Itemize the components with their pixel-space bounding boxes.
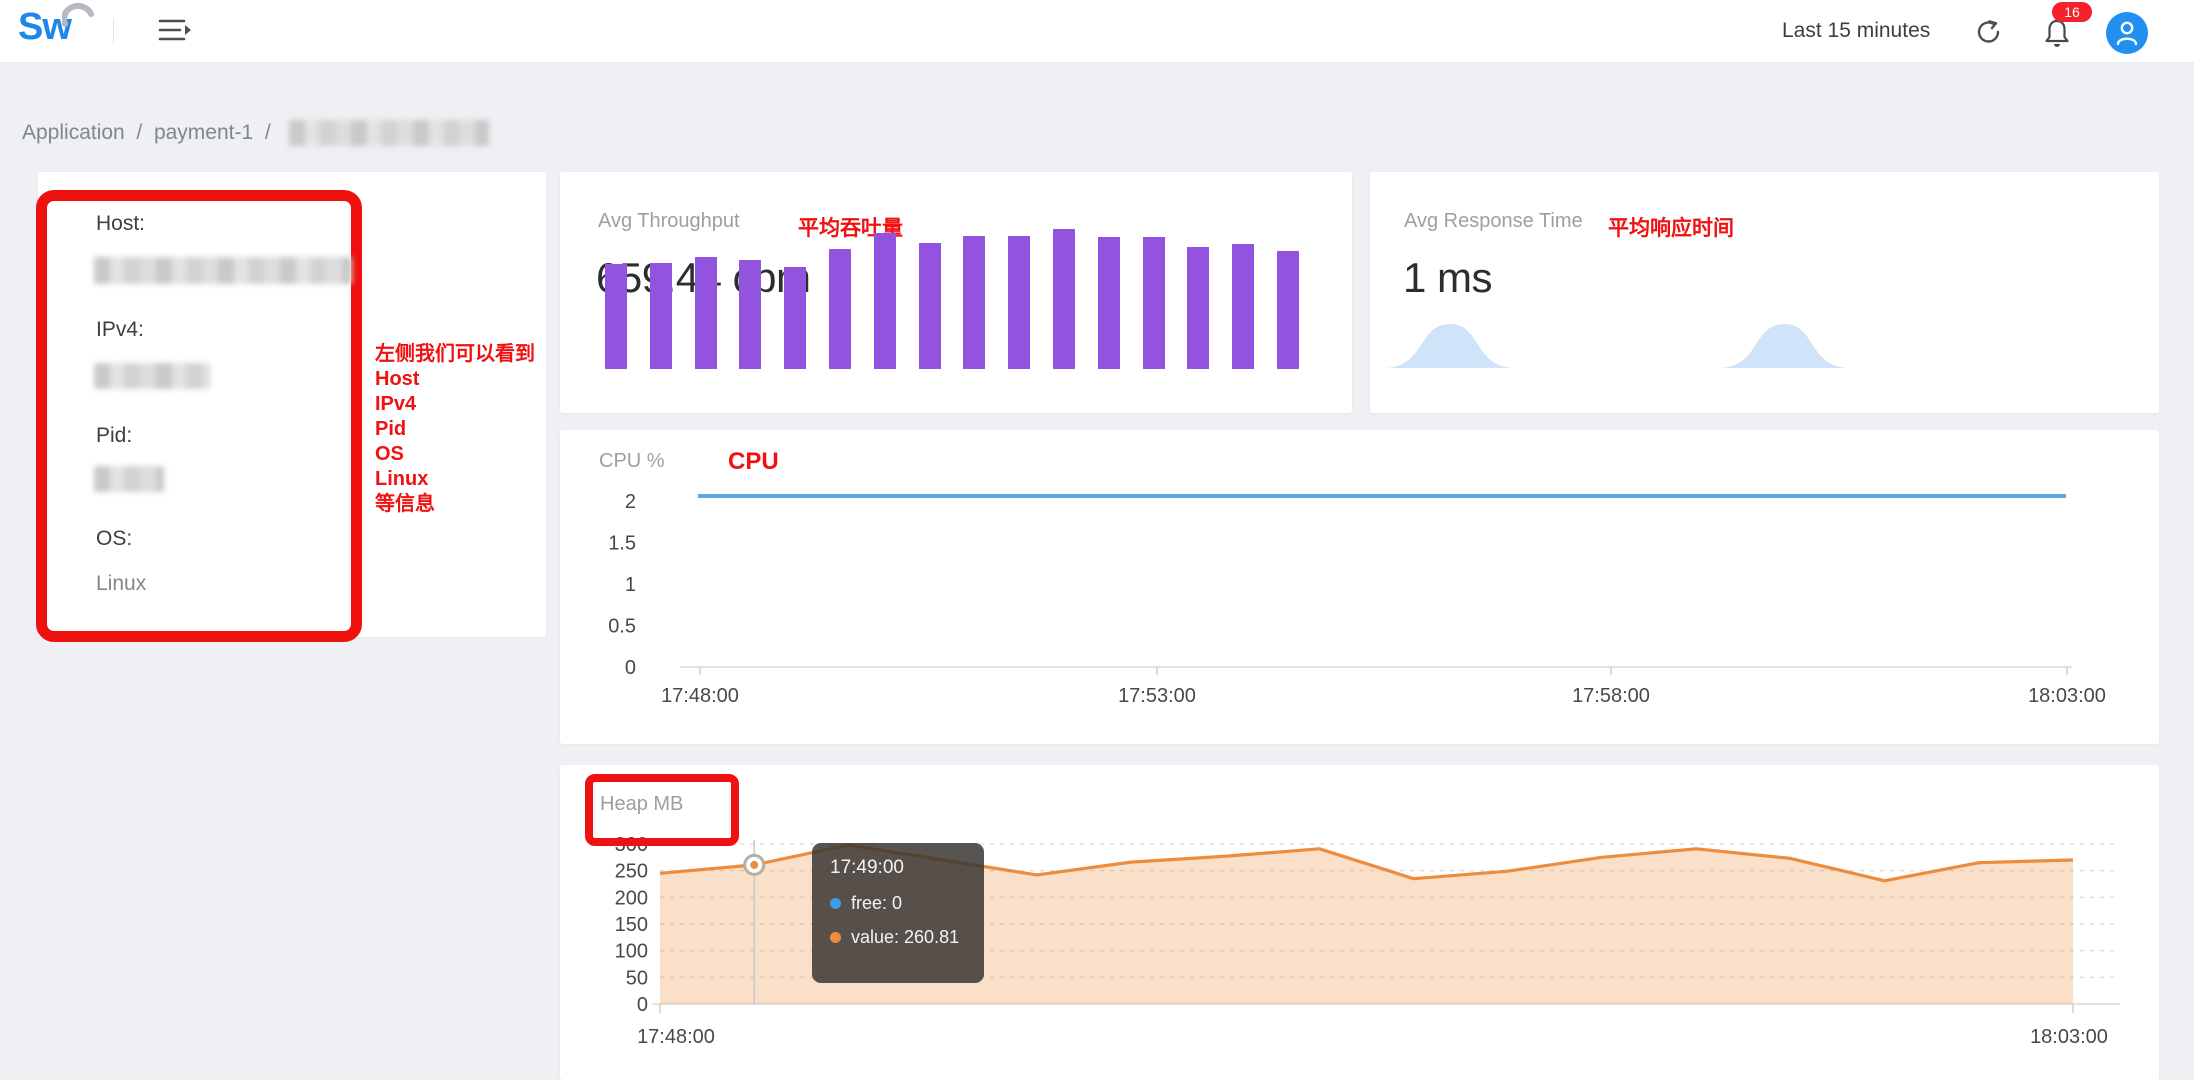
pid-value-redacted — [94, 466, 164, 492]
notification-bell-icon[interactable] — [2043, 18, 2071, 48]
heap-ytick: 100 — [615, 941, 648, 963]
heap-ytick: 200 — [615, 887, 648, 909]
breadcrumb-separator: / — [136, 121, 143, 144]
response-value: 1 ms — [1403, 254, 1493, 301]
annotation-cpu-note: CPU — [728, 448, 779, 475]
user-avatar[interactable] — [2106, 12, 2148, 54]
throughput-bar — [828, 249, 851, 369]
cpu-chart-card: CPU % CPU 2 1.5 1 0.5 0 17:48:00 17:53:00 17:58… — [560, 430, 2159, 744]
annotation-red-box-host-info — [36, 190, 362, 642]
throughput-bar — [784, 267, 807, 369]
response-bump — [1383, 324, 1516, 368]
tooltip-free-text: free: 0 — [851, 893, 903, 913]
heap-xtick: 18:03:00 — [2030, 1026, 2108, 1048]
cpu-ytick: 0 — [625, 657, 636, 679]
cpu-xtick: 18:03:00 — [2028, 685, 2106, 707]
logo-swoosh-icon — [62, 2, 94, 27]
throughput-bar — [918, 243, 941, 369]
cpu-chart-title: CPU % — [599, 450, 665, 472]
heap-chart-card: 300 250 200 150 100 50 0 17:48:00 18:03:00 Heap … — [560, 765, 2159, 1080]
annotation-red-box-heap-title — [585, 774, 739, 846]
throughput-bar — [1008, 236, 1031, 369]
heap-ytick: 50 — [626, 967, 648, 989]
host-label: Host: — [96, 212, 146, 235]
heap-xtick: 17:48:00 — [637, 1026, 715, 1048]
breadcrumb-service[interactable]: payment-1 — [153, 121, 254, 144]
heap-marker-dot — [748, 858, 761, 871]
throughput-bar — [694, 257, 717, 369]
ipv4-value-redacted — [94, 363, 210, 389]
heap-ytick: 150 — [615, 914, 648, 936]
cpu-xtick: 17:53:00 — [1118, 685, 1196, 707]
heap-chart-title: Heap MB — [600, 793, 684, 815]
series-dot-value — [830, 932, 841, 943]
throughput-bar — [1142, 237, 1165, 369]
top-bar: Sw Last 15 minutes 16 — [0, 0, 2194, 63]
throughput-sparkline[interactable] — [605, 224, 1305, 369]
tooltip-value-text: value: 260.81 — [851, 927, 960, 947]
cpu-ytick: 1.5 — [608, 533, 636, 555]
refresh-icon[interactable] — [1975, 18, 2003, 46]
breadcrumb-separator: / — [264, 121, 271, 144]
notification-count-badge: 16 — [2052, 2, 2092, 22]
response-sparkline[interactable] — [1370, 172, 2159, 413]
response-title: Avg Response Time — [1404, 210, 1583, 232]
cpu-ytick: 1 — [625, 574, 636, 596]
ipv4-label: IPv4: — [96, 318, 144, 341]
heap-tooltip: 17:49:00 free: 0 value: 260.81 — [812, 843, 984, 983]
pid-label: Pid: — [96, 424, 133, 447]
user-icon — [2116, 21, 2138, 46]
avg-response-time-card: Avg Response Time 平均响应时间 1 ms — [1370, 172, 2159, 413]
tooltip-row-free: free: 0 — [830, 893, 984, 914]
annotation-host-note: 左侧我们可以看到 Host IPv4 Pid OS Linux 等信息 — [375, 343, 535, 515]
heap-area — [660, 845, 2073, 1004]
cpu-xtick: 17:48:00 — [661, 685, 739, 707]
cpu-xtick: 17:58:00 — [1572, 685, 1650, 707]
throughput-bar — [739, 260, 762, 369]
response-bump — [1718, 324, 1851, 368]
series-dot-free — [830, 898, 841, 909]
avg-throughput-card: Avg Throughput 平均吞吐量 659.44 cpm — [560, 172, 1352, 413]
throughput-bar — [1276, 251, 1299, 369]
throughput-bar — [1097, 237, 1120, 369]
host-value-redacted — [94, 257, 352, 284]
throughput-bar — [873, 233, 896, 369]
cpu-ytick: 0.5 — [608, 616, 636, 638]
cpu-chart[interactable]: 2 1.5 1 0.5 0 17:48:00 17:53:00 17:58:00 18:03:0… — [560, 430, 2159, 744]
cpu-ytick: 2 — [625, 491, 636, 513]
time-range-selector[interactable]: Last 15 minutes — [1782, 19, 1931, 42]
breadcrumb: Application / payment-1 / — [22, 120, 489, 146]
throughput-bar — [1052, 229, 1075, 369]
heap-ytick: 250 — [615, 861, 648, 883]
throughput-title: Avg Throughput — [598, 210, 740, 232]
breadcrumb-separator — [142, 121, 148, 144]
tooltip-time: 17:49:00 — [830, 857, 904, 878]
tooltip-row-value: value: 260.81 — [830, 927, 984, 948]
throughput-bar — [1187, 247, 1210, 369]
heap-ytick: 0 — [637, 994, 648, 1016]
topbar-divider — [113, 18, 114, 44]
breadcrumb-application[interactable]: Application — [22, 121, 125, 144]
os-label: OS: — [96, 527, 133, 550]
throughput-bar — [605, 264, 627, 369]
instance-info-card: Host: IPv4: Pid: OS: Linux — [36, 172, 546, 642]
throughput-bar — [649, 263, 672, 369]
throughput-bar — [963, 236, 986, 369]
os-value: Linux — [96, 572, 147, 595]
breadcrumb-instance-redacted — [288, 120, 489, 146]
throughput-bar — [1232, 244, 1255, 369]
annotation-response-note: 平均响应时间 — [1608, 217, 1734, 240]
menu-unfold-icon[interactable] — [158, 17, 194, 45]
